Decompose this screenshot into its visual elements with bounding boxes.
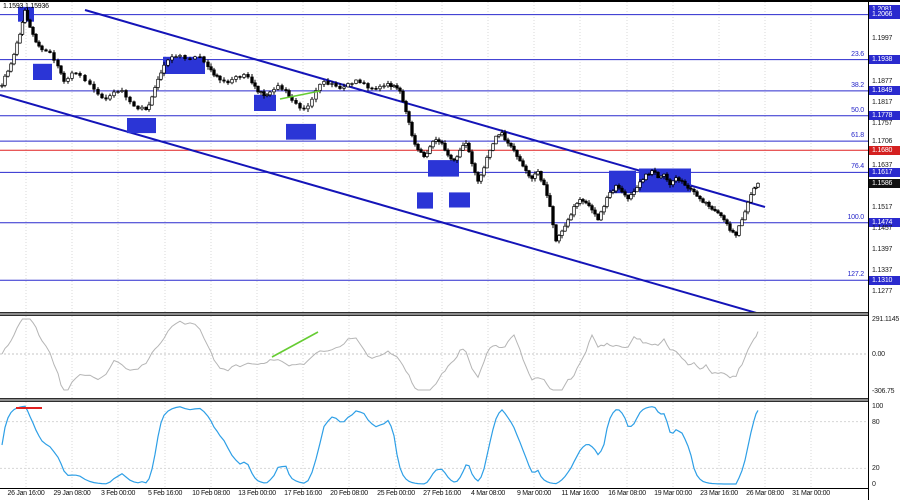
price-tick-label: 1.1277 [872,288,893,296]
price-info-readout: 1.1593 1.15936 [3,3,49,10]
price-tick-label: 1.1757 [872,119,893,127]
fib-percent-label: 127.2 [847,271,864,279]
grid-layer [25,402,812,488]
price-badge: 1.1586 [869,178,900,188]
signal-indicator-panel[interactable] [0,402,868,488]
time-tick-label: 16 Mar 08:00 [608,490,646,497]
signal-line [1,405,759,485]
fib-percent-label: 38.2 [851,81,864,89]
time-tick-label: 4 Mar 08:00 [470,490,506,497]
price-badge: 1.2081 [869,4,900,14]
price-tick-label: 1.1817 [872,98,893,106]
grid-layer [25,2,812,312]
price-badge: 1.1310 [869,275,900,285]
price-badge: 1.1849 [869,86,900,96]
fib-percent-label: 76.4 [851,163,864,171]
signal-axis-label: 20 [872,465,880,473]
time-tick-label: 5 Feb 16:00 [147,490,183,497]
fibonacci-lines[interactable] [0,14,868,281]
price-badge: 1.1938 [869,55,900,65]
price-badge: 1.1680 [869,145,900,155]
time-tick-label: 19 Mar 00:00 [654,490,692,497]
oscillator-axis-label: 0.00 [872,351,885,358]
panel-separator[interactable] [0,312,900,316]
price-tick-label: 1.1517 [872,204,893,212]
time-tick-label: 11 Mar 16:00 [561,490,599,497]
time-tick-label: 3 Feb 00:00 [100,490,136,497]
divergence-line-price[interactable] [279,90,321,100]
oscillator-indicator-panel[interactable] [0,316,868,398]
time-tick-label: 10 Feb 08:00 [192,490,230,497]
main-price-chart[interactable] [0,2,868,312]
price-tick-label: 1.1877 [872,77,893,85]
oscillator-axis-label: 291.1145 [872,316,900,324]
time-tick-label: 23 Mar 16:00 [700,490,738,497]
fib-percent-label: 100.0 [847,213,864,221]
panel-separator[interactable] [0,398,900,402]
fib-percent-label: 61.8 [851,132,864,140]
price-badge: 1.2066 [869,10,900,20]
price-badge: 1.1474 [869,218,900,228]
time-tick-label: 26 Jan 16:00 [7,490,45,497]
time-tick-label: 31 Mar 00:00 [792,490,830,497]
price-tick-label: 1.1706 [872,137,893,145]
time-tick-label: 27 Feb 16:00 [423,490,461,497]
time-tick-label: 26 Mar 08:00 [746,490,784,497]
fib-percent-label: 50.0 [851,106,864,114]
signal-axis-label: 80 [872,418,880,426]
time-tick-label: 20 Feb 08:00 [330,490,368,497]
oscillator-line [1,318,759,391]
time-tick-label: 9 Mar 00:00 [516,490,552,497]
price-tick-label: 1.1457 [872,225,893,233]
time-axis-line [0,488,900,489]
price-tick-label: 1.1997 [872,35,893,43]
order-block-zones[interactable] [18,6,691,209]
price-tick-label: 1.1337 [872,267,893,275]
candles-layer [0,7,760,244]
signal-axis-label: 100 [872,403,884,410]
fib-percent-label: 23.6 [851,50,864,58]
signal-axis-label: 0 [872,481,876,488]
time-tick-label: 17 Feb 16:00 [284,490,322,497]
oscillator-axis-label: -306.75 [872,387,895,395]
price-badge: 1.1778 [869,111,900,121]
channel-trendline[interactable] [0,94,760,312]
grid-layer [25,316,812,398]
price-tick-label: 1.1397 [872,246,893,254]
time-tick-label: 25 Feb 00:00 [377,490,415,497]
price-tick-label: 1.1637 [872,161,893,169]
price-badge: 1.1617 [869,167,900,177]
divergence-line-indicator[interactable] [271,331,319,358]
time-tick-label: 13 Feb 00:00 [238,490,276,497]
time-tick-label: 29 Jan 08:00 [53,490,91,497]
